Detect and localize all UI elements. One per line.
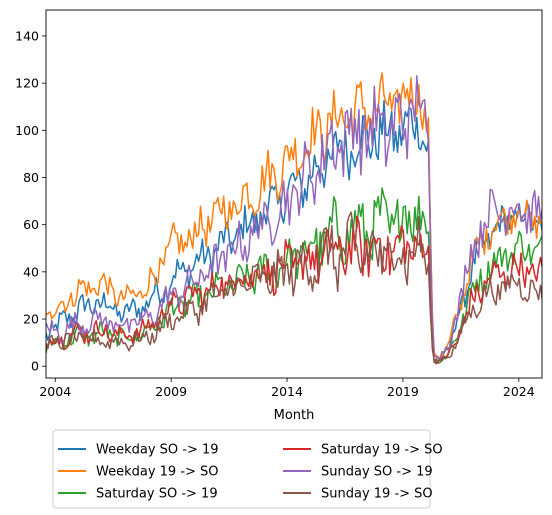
series-line-5 <box>46 75 542 360</box>
y-tick-label: 120 <box>15 76 39 91</box>
y-tick-label: 40 <box>23 264 39 279</box>
series-line-2 <box>46 72 542 361</box>
x-tick-label: 2024 <box>503 384 535 399</box>
x-tick-label: 2014 <box>271 384 303 399</box>
legend-entry-label: Sunday 19 -> SO <box>321 487 433 502</box>
series-line-1 <box>46 99 542 361</box>
y-tick-label: 140 <box>15 28 39 43</box>
x-tick-label: 2004 <box>39 384 71 399</box>
y-tick-label: 100 <box>15 123 39 138</box>
x-axis-label: Month <box>274 408 315 423</box>
legend-frame <box>52 429 431 509</box>
legend-entry-label: Saturday SO -> 19 <box>96 487 218 502</box>
series-line-4 <box>46 215 542 365</box>
legend-entry-label: Weekday SO -> 19 <box>96 443 219 458</box>
x-tick-label: 2009 <box>155 384 187 399</box>
series-line-6 <box>46 211 542 364</box>
y-tick-label: 80 <box>23 170 39 185</box>
legend-entry-label: Weekday 19 -> SO <box>96 465 219 480</box>
x-tick-label: 2019 <box>387 384 419 399</box>
legend-entry-label: Sunday SO -> 19 <box>321 465 433 480</box>
series-layer <box>46 72 542 365</box>
y-axis: 0 20 40 60 80 100 120 140 <box>15 28 46 374</box>
y-tick-label: 60 <box>23 217 39 232</box>
y-tick-label: 20 <box>23 312 39 327</box>
legend-entry-label: Saturday 19 -> SO <box>321 443 443 458</box>
x-axis: 2004 2009 2014 2019 2024 <box>39 378 535 399</box>
plot-area-frame <box>45 9 543 379</box>
legend: Weekday SO -> 19 Weekday 19 -> SO Saturday… <box>52 429 443 509</box>
y-tick-label: 0 <box>31 359 39 374</box>
